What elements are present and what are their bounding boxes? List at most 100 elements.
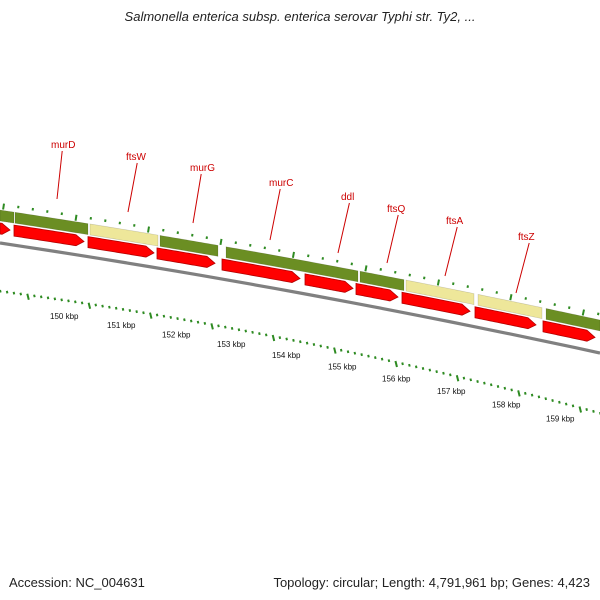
ruler-tick <box>544 397 548 401</box>
ruler-tick <box>19 292 23 296</box>
ruler-tick <box>0 289 2 293</box>
cds-arrow[interactable] <box>156 247 216 268</box>
ruler-tick <box>442 371 445 375</box>
ruler-tick <box>367 354 370 358</box>
gene-label-ftsA[interactable]: ftsA <box>446 216 464 227</box>
cds-arrow[interactable] <box>355 282 399 302</box>
gene-label-murD[interactable]: murD <box>51 140 75 151</box>
ruler-tick <box>217 324 220 328</box>
ruler-tick <box>333 347 337 354</box>
ruler-tick <box>585 408 588 412</box>
ruler-tick <box>476 379 479 383</box>
ruler-tick <box>53 297 57 301</box>
tick-mark <box>364 265 368 272</box>
ruler-tick <box>5 290 9 294</box>
ruler-tick <box>524 391 527 395</box>
ruler-tick <box>101 304 104 308</box>
cds-arrow[interactable] <box>221 258 301 283</box>
ruler-tick <box>564 402 568 406</box>
ruler-tick <box>162 314 166 318</box>
cds-arrow[interactable] <box>304 273 354 293</box>
tick-mark <box>524 297 527 300</box>
gene-label-murG[interactable]: murG <box>190 163 215 174</box>
cds-arrow[interactable] <box>401 291 471 316</box>
ruler-tick <box>578 406 583 413</box>
ruler-tick <box>571 404 575 408</box>
tick-mark <box>596 312 600 316</box>
feature-block <box>0 209 15 224</box>
ruler-tick <box>12 291 16 295</box>
gene-label-ftsZ[interactable]: ftsZ <box>518 232 535 243</box>
gene-label-ftsQ[interactable]: ftsQ <box>387 204 406 215</box>
feature-block <box>405 279 475 305</box>
tick-mark <box>539 300 542 303</box>
ruler-tick <box>483 381 486 385</box>
backbone-line <box>0 241 600 355</box>
ruler-tick <box>339 348 343 352</box>
ruler-tick <box>108 305 111 309</box>
ruler-tick <box>408 363 411 367</box>
ruler-label: 156 kbp <box>382 374 411 383</box>
ruler-label: 153 kbp <box>217 340 246 349</box>
ruler-tick <box>312 343 316 347</box>
ruler-label: 152 kbp <box>162 330 191 339</box>
feature-block <box>477 294 543 319</box>
ruler-tick <box>537 395 541 399</box>
ruler-tick <box>401 362 404 366</box>
cds-arrow[interactable] <box>542 320 596 342</box>
cds-arrow[interactable] <box>13 224 85 247</box>
gene-label-murC[interactable]: murC <box>269 178 293 189</box>
ruler-tick <box>155 313 159 317</box>
ruler-tick <box>224 325 227 329</box>
ruler-tick <box>74 300 77 304</box>
ruler-tick <box>353 351 357 355</box>
genome-summary: Topology: circular; Length: 4,791,961 bp… <box>273 575 590 590</box>
gene-leader-line <box>127 162 138 213</box>
ruler-tick <box>592 409 595 413</box>
ruler-tick <box>149 312 153 319</box>
ruler-tick <box>237 328 241 332</box>
feature-block <box>359 270 405 292</box>
gene-label-ftsW[interactable]: ftsW <box>126 152 147 163</box>
ruler-tick <box>135 310 138 314</box>
tick-mark <box>74 214 78 221</box>
gene-leader-line <box>192 173 202 224</box>
ruler-label: 154 kbp <box>272 351 301 360</box>
ruler-tick <box>421 366 425 370</box>
ruler-tick <box>121 307 125 311</box>
ruler-tick <box>67 299 70 303</box>
ruler-label: 155 kbp <box>328 362 357 371</box>
tick-mark <box>581 309 585 316</box>
cds-arrow[interactable] <box>0 222 11 235</box>
ruler-tick <box>244 329 248 333</box>
ruler-label: 151 kbp <box>107 321 136 330</box>
ruler-tick <box>428 368 432 372</box>
accession-text: Accession: NC_004631 <box>9 575 145 590</box>
ruler-tick <box>380 357 384 361</box>
cds-arrow[interactable] <box>87 236 155 258</box>
ruler-tick <box>278 336 282 340</box>
ruler-tick <box>462 376 466 380</box>
tick-mark <box>568 306 571 310</box>
ruler-tick <box>33 294 36 298</box>
ruler-tick <box>299 340 302 344</box>
ruler-tick <box>39 295 43 299</box>
gene-label-ddl[interactable]: ddl <box>341 192 354 203</box>
ruler-tick <box>387 359 391 363</box>
ruler-tick <box>210 323 214 330</box>
gene-leader-line <box>515 242 530 294</box>
ruler-tick <box>292 338 295 342</box>
feature-block <box>89 223 159 247</box>
ruler-tick <box>551 398 554 402</box>
gene-leader-line <box>386 214 399 264</box>
ruler-label: 150 kbp <box>50 312 79 321</box>
gene-leader-line <box>337 202 350 254</box>
cds-arrow[interactable] <box>474 306 537 330</box>
ruler-tick <box>496 385 500 388</box>
ruler-tick <box>305 341 309 345</box>
tick-mark <box>2 203 5 210</box>
gene-leader-line <box>269 188 281 241</box>
ruler-tick <box>394 360 398 368</box>
ruler-tick <box>258 332 261 336</box>
